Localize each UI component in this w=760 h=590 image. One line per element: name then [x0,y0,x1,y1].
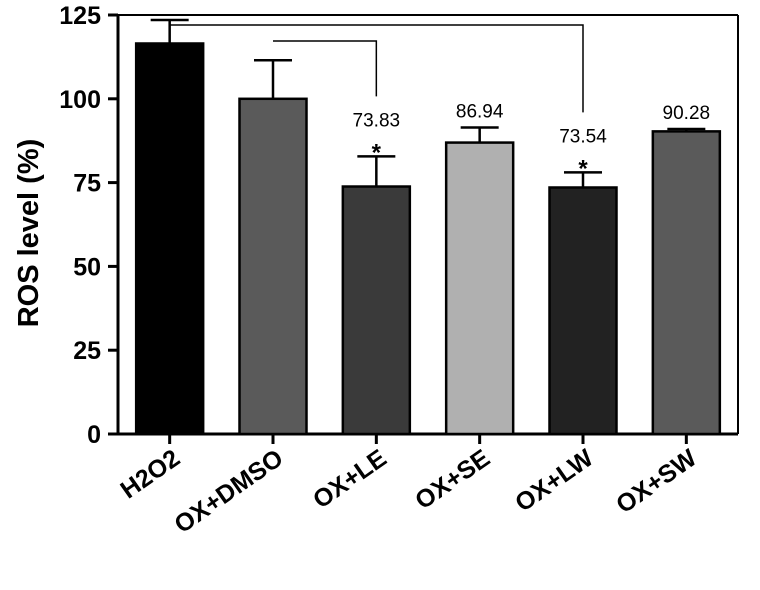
y-tick-label-50: 50 [73,253,101,281]
bar-ox-dmso [238,97,308,436]
bar-h2o2 [134,42,205,436]
y-tick-label-25: 25 [73,337,101,365]
significance-mark-ox-le: * [372,139,382,166]
bars [134,18,722,436]
y-tick-label-75: 75 [73,170,101,198]
data-label-ox-sw: 90.28 [663,103,711,124]
data-label-ox-se: 86.94 [456,101,504,122]
data-label-ox-lw: 73.54 [559,126,607,147]
bracket-ox-dmso-vs-ox-le [273,40,378,97]
y-tick-label-100: 100 [59,86,101,114]
comparison-brackets [169,24,584,113]
category-label-ox-sw: OX+SW [611,444,702,519]
category-label-ox-dmso: OX+DMSO [169,444,288,539]
bar-ox-se [444,141,515,436]
bar-ox-sw [651,130,722,436]
bar-ox-le [341,185,412,436]
bracket-h2o2-vs-ox-lw [169,24,584,113]
axes [108,13,739,444]
category-label-ox-lw: OX+LW [510,444,599,518]
significance-mark-ox-lw: * [578,155,588,182]
data-label-ox-le: 73.83 [353,110,401,131]
category-label-ox-le: OX+LE [308,444,392,514]
y-tick-label-125: 125 [59,2,101,30]
y-tick-label-0: 0 [87,421,101,449]
category-label-h2o2: H2O2 [116,444,186,504]
bar-ox-lw [548,186,618,436]
category-label-ox-se: OX+SE [410,444,495,515]
y-axis-title: ROS level (%) [13,139,45,328]
